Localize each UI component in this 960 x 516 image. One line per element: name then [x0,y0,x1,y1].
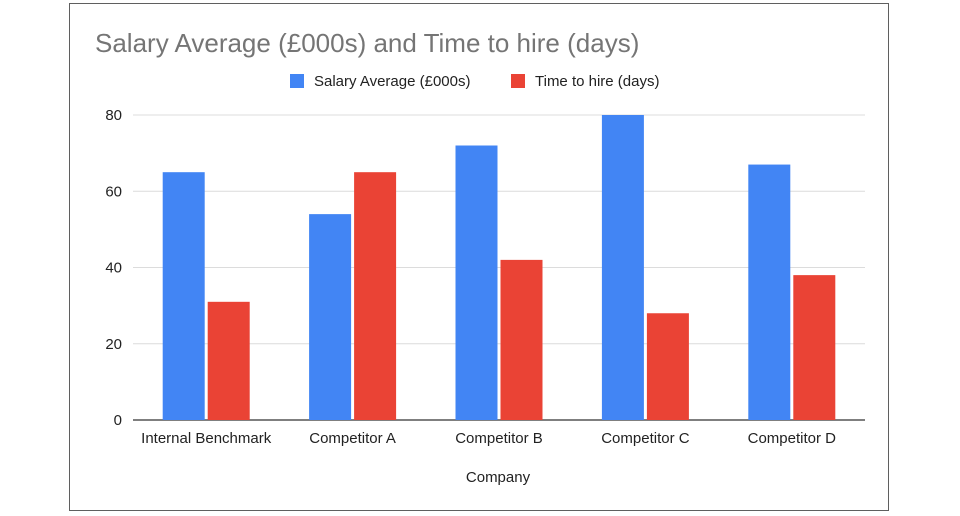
bar-time-to-hire [207,301,250,420]
bars [162,115,836,420]
x-tick-label: Competitor B [455,430,543,447]
legend-label-time-to-hire: Time to hire (days) [535,73,659,90]
x-axis-ticks: Internal Benchmark Competitor A Competitor… [141,430,836,447]
bar-salary [162,172,205,420]
legend-swatch-salary [290,74,304,88]
gridlines [133,114,865,421]
legend-swatch-time-to-hire [511,74,525,88]
y-tick-label: 40 [105,260,122,277]
y-tick-label: 20 [105,336,122,353]
y-tick-label: 0 [114,412,122,429]
bar-salary [748,164,791,420]
legend-label-salary: Salary Average (£000s) [314,73,470,90]
x-axis-label: Company [466,469,531,486]
legend: Salary Average (£000s) Time to hire (day… [290,73,659,90]
bar-time-to-hire [793,275,836,420]
x-tick-label: Internal Benchmark [141,430,272,447]
chart-title: Salary Average (£000s) and Time to hire … [95,28,639,58]
bar-salary [601,115,644,420]
x-tick-label: Competitor A [309,430,396,447]
y-tick-label: 60 [105,183,122,200]
bar-salary [309,214,352,420]
x-tick-label: Competitor C [601,430,690,447]
y-axis-ticks: 0 20 40 60 80 [105,107,122,429]
y-tick-label: 80 [105,107,122,124]
bar-salary [455,145,498,420]
bar-time-to-hire [646,313,689,420]
bar-time-to-hire [500,259,543,420]
bar-time-to-hire [354,172,397,420]
x-tick-label: Competitor D [748,430,837,447]
